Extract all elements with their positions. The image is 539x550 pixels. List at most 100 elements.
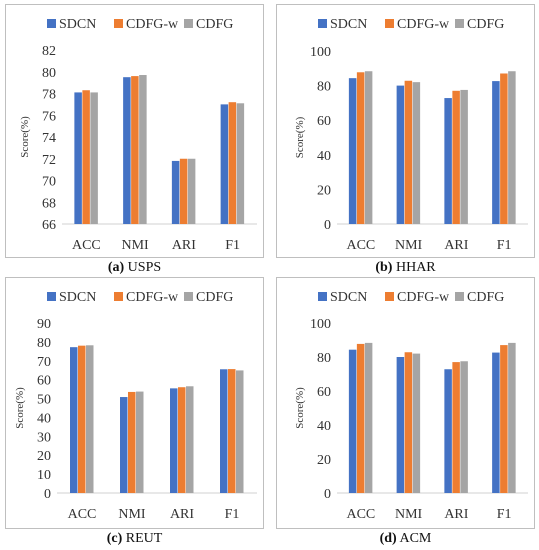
legend: SDCN CDFG-w CDFG (318, 17, 504, 32)
y-tick-label: 60 (37, 374, 51, 389)
y-tick-label: 100 (310, 45, 331, 60)
bar-sdcn (170, 388, 178, 493)
x-tick-label: F1 (225, 238, 240, 253)
x-tick-label: NMI (118, 507, 146, 522)
bar-cdfg (508, 71, 516, 224)
bar-sdcn (444, 369, 452, 493)
y-tick-label: 0 (44, 487, 51, 502)
caption-name: HHAR (395, 260, 436, 275)
y-tick-label: 72 (42, 153, 56, 168)
y-tick-label: 66 (42, 218, 56, 233)
legend-label: SDCN (59, 17, 96, 32)
y-axis-label: Score(%) (19, 116, 31, 158)
bar-cdfg (90, 92, 98, 224)
y-tick-label: 30 (37, 430, 51, 445)
x-tick-label: NMI (122, 238, 150, 253)
chart-reut: SDCN CDFG-w CDFG 0 10 20 30 40 50 60 70 80 90 Score(%… (14, 290, 257, 522)
legend-label: CDFG (467, 290, 504, 305)
legend-label: CDFG (196, 17, 233, 32)
caption-reut: (c) REUT (5, 531, 264, 547)
legend-swatch (455, 19, 464, 28)
bar-cdfg-w (82, 90, 90, 224)
legend-swatch (47, 292, 56, 301)
y-axis-label: Score(%) (14, 387, 26, 429)
caption-name: ACM (399, 531, 432, 546)
bar-sdcn (220, 369, 228, 493)
bar-cdfg (236, 370, 244, 493)
legend-swatch (455, 292, 464, 301)
y-tick-label: 40 (317, 149, 331, 164)
caption-name: REUT (125, 531, 163, 546)
bar-cdfg-w (356, 72, 365, 225)
bar-sdcn (171, 160, 180, 224)
y-tick-label: 20 (37, 449, 51, 464)
y-tick-label: 40 (37, 411, 51, 426)
legend: SDCN CDFG-w CDFG (47, 290, 233, 305)
bar-sdcn (444, 98, 452, 224)
bar-sdcn (396, 85, 405, 224)
caption-usps: (a) USPS (5, 260, 264, 276)
legend-label: CDFG (196, 290, 233, 305)
bar-cdfg (364, 71, 373, 224)
caption-letter: (a) (107, 260, 125, 275)
bar-sdcn (70, 347, 78, 493)
bar-sdcn (74, 92, 82, 224)
bar-cdfg (139, 75, 147, 224)
bar-cdfg-w (500, 73, 508, 225)
y-tick-label: 0 (324, 487, 331, 502)
bar-sdcn (396, 357, 405, 493)
legend-swatch (47, 19, 56, 28)
bar-sdcn (123, 77, 131, 224)
legend-swatch (184, 292, 193, 301)
x-tick-label: ACC (72, 238, 101, 253)
y-axis-label: Score(%) (294, 116, 306, 158)
legend-swatch (114, 292, 123, 301)
legend-label: CDFG-w (126, 17, 179, 32)
x-tick-label: NMI (395, 507, 423, 522)
legend-swatch (184, 19, 193, 28)
y-tick-label: 60 (317, 114, 331, 129)
legend-label: CDFG-w (397, 17, 450, 32)
bar-cdfg-w (356, 343, 365, 493)
y-tick-label: 70 (37, 355, 51, 370)
chart-usps: SDCN CDFG-w CDFG 66 68 70 72 74 76 78 80 82 Score(%)… (19, 17, 257, 253)
x-tick-label: ACC (346, 238, 375, 253)
y-axis-label: Score(%) (294, 387, 306, 429)
y-tick-label: 80 (317, 80, 331, 95)
bar-cdfg (86, 345, 94, 493)
legend-label: CDFG-w (397, 290, 450, 305)
bar-sdcn (492, 352, 500, 493)
bar-cdfg-w (228, 102, 237, 224)
chart-hhar: SDCN CDFG-w CDFG 0 20 40 60 80 100 Score(%) ACC NMI… (294, 17, 528, 253)
legend-label: CDFG (467, 17, 504, 32)
bar-cdfg-w (78, 345, 86, 493)
bar-cdfg-w (452, 90, 460, 224)
bar-cdfg (187, 158, 196, 224)
y-tick-label: 40 (317, 419, 331, 434)
y-tick-label: 100 (310, 317, 331, 332)
x-tick-label: ARI (444, 507, 468, 522)
legend-swatch (114, 19, 123, 28)
legend-label: SDCN (330, 17, 367, 32)
y-tick-label: 90 (37, 317, 51, 332)
y-tick-label: 20 (317, 453, 331, 468)
caption-acm: (d) ACM (276, 531, 535, 547)
bar-cdfg (460, 361, 468, 493)
y-tick-label: 80 (42, 66, 56, 81)
caption-letter: (b) (375, 260, 393, 275)
x-tick-label: ARI (172, 238, 196, 253)
y-tick-label: 0 (324, 218, 331, 233)
bar-cdfg-w (404, 80, 413, 224)
bar-cdfg-w (179, 158, 188, 224)
caption-letter: (d) (379, 531, 397, 546)
x-tick-label: ACC (346, 507, 375, 522)
caption-hhar: (b) HHAR (276, 260, 535, 276)
y-tick-label: 10 (37, 468, 51, 483)
y-tick-label: 74 (42, 131, 56, 146)
bar-sdcn (348, 78, 357, 224)
legend-label: SDCN (59, 290, 96, 305)
y-tick-label: 70 (42, 175, 56, 190)
x-tick-label: ARI (444, 238, 468, 253)
legend-label: SDCN (330, 290, 367, 305)
legend-swatch (385, 292, 394, 301)
